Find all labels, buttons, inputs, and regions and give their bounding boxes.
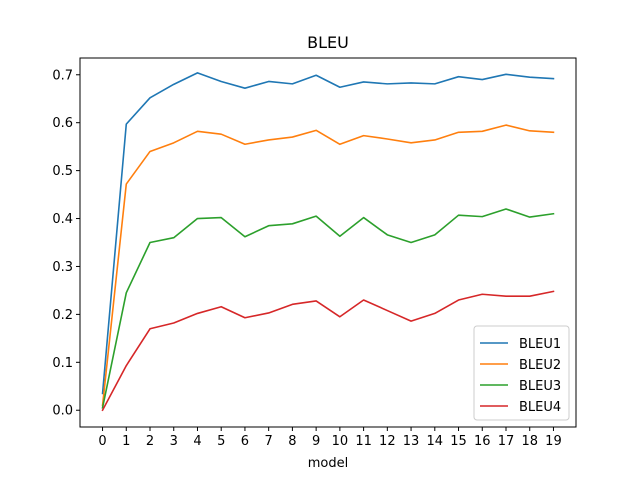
x-tick-label: 6 <box>241 434 249 449</box>
y-axis-ticks: 0.0 0.1 0.2 0.3 0.4 0.5 0.6 0.7 <box>52 68 80 419</box>
x-axis-label: model <box>308 456 348 471</box>
y-tick-label: 0.1 <box>52 356 73 371</box>
y-tick-label: 0.5 <box>52 164 73 179</box>
x-tick-label: 4 <box>193 434 201 449</box>
x-tick-label: 9 <box>312 434 320 449</box>
legend: BLEU1 BLEU2 BLEU3 BLEU4 <box>473 325 570 421</box>
x-tick-label: 13 <box>403 434 420 449</box>
x-tick-label: 16 <box>474 434 491 449</box>
x-tick-label: 11 <box>355 434 372 449</box>
plot-lines <box>101 72 555 412</box>
y-tick-label: 0.0 <box>52 404 73 419</box>
series-line-bleu4 <box>101 290 555 412</box>
chart-title: BLEU <box>307 33 349 52</box>
x-tick-label: 0 <box>98 434 106 449</box>
x-tick-label: 12 <box>379 434 396 449</box>
legend-label-bleu2: BLEU2 <box>519 358 561 373</box>
x-tick-label: 18 <box>521 434 538 449</box>
legend-label-bleu1: BLEU1 <box>519 337 561 352</box>
x-tick-label: 14 <box>427 434 444 449</box>
legend-label-bleu4: BLEU4 <box>519 400 561 415</box>
x-tick-label: 19 <box>545 434 562 449</box>
y-tick-label: 0.7 <box>52 68 73 83</box>
x-tick-label: 5 <box>217 434 225 449</box>
x-tick-label: 17 <box>498 434 515 449</box>
series-line-bleu1 <box>101 72 555 395</box>
y-tick-label: 0.3 <box>52 260 73 275</box>
y-tick-label: 0.6 <box>52 116 73 131</box>
series-line-bleu3 <box>101 208 555 409</box>
x-axis-ticks: 0 1 2 3 4 5 6 7 8 9 10 11 12 13 14 15 16 17 18 19 <box>98 427 562 449</box>
x-tick-label: 10 <box>332 434 349 449</box>
legend-label-bleu3: BLEU3 <box>519 379 561 394</box>
legend-box <box>473 325 570 421</box>
x-tick-label: 1 <box>122 434 130 449</box>
x-tick-label: 15 <box>450 434 467 449</box>
y-tick-label: 0.4 <box>52 212 73 227</box>
series-line-bleu2 <box>101 124 555 407</box>
x-tick-label: 3 <box>170 434 178 449</box>
x-tick-label: 2 <box>146 434 154 449</box>
axes-frame <box>79 57 577 428</box>
x-tick-label: 8 <box>288 434 296 449</box>
y-tick-label: 0.2 <box>52 308 73 323</box>
x-tick-label: 7 <box>265 434 273 449</box>
